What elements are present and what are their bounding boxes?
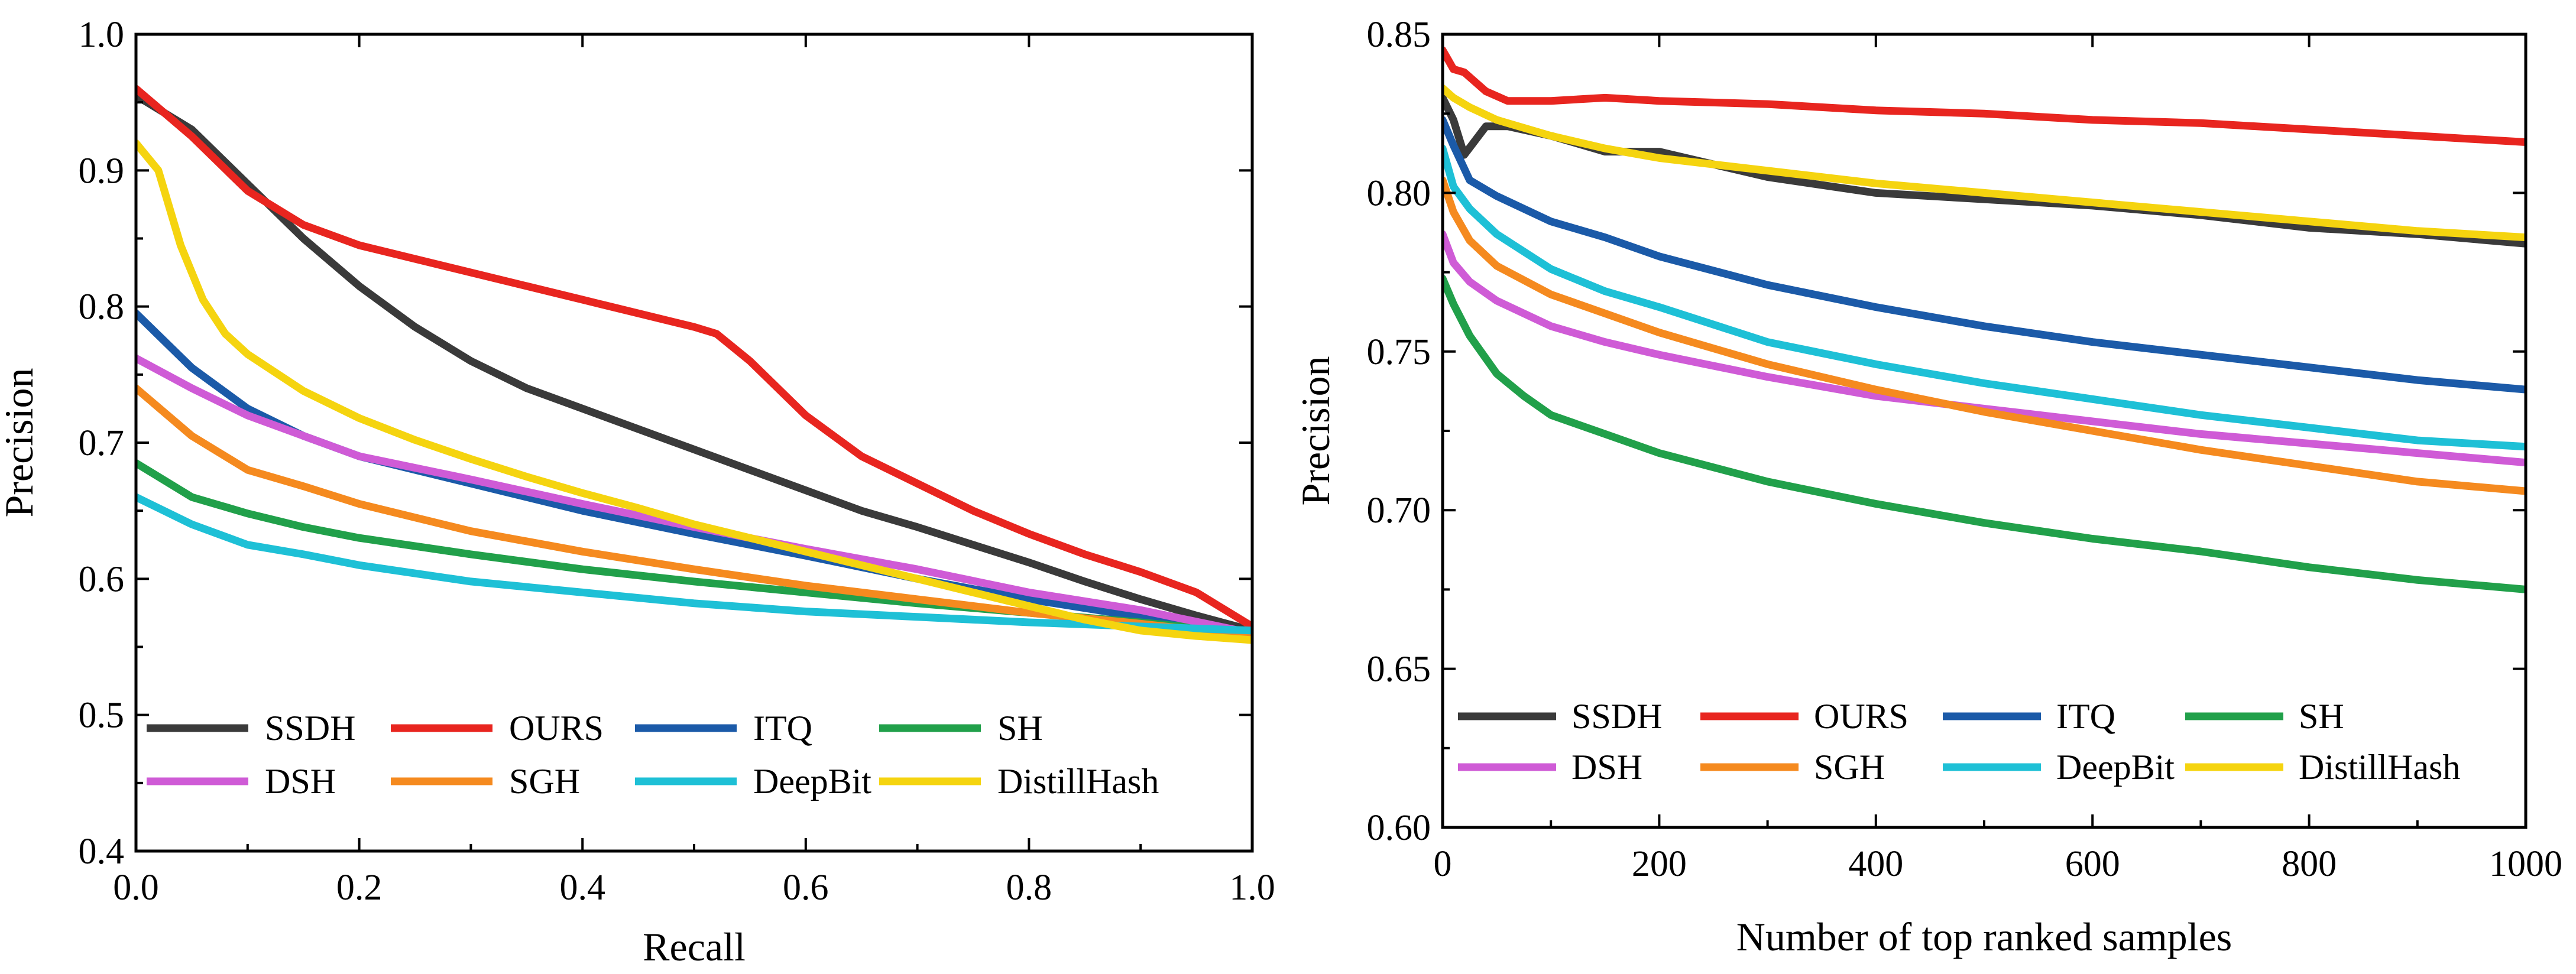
series-line-deepbit [1443,144,2526,451]
y-axis-title: Precision [0,368,41,517]
legend-label-distillhash: DistillHash [2299,748,2460,787]
series-line-ours [136,85,1252,631]
y-tick-label: 0.8 [79,287,125,327]
x-tick-label: 0.0 [113,868,159,908]
y-tick-label: 0.75 [1367,332,1431,372]
series-line-itq [136,309,1252,637]
legend-label-ssdh: SSDH [265,709,355,748]
legend-label-deepbit: DeepBit [2056,748,2175,787]
series-line-sgh [136,384,1252,640]
legend-label-sh: SH [2299,697,2344,736]
x-tick-label: 0 [1434,844,1452,884]
y-tick-label: 0.70 [1367,491,1431,531]
series-line-distillhash [1443,84,2526,242]
series-line-sh [1443,274,2526,593]
series-line-dsh [1443,230,2526,467]
x-tick-label: 1000 [2489,844,2562,884]
x-tick-label: 400 [1848,844,1903,884]
legend-label-distillhash: DistillHash [997,762,1159,801]
y-tick-label: 1.0 [79,15,125,55]
x-tick-label: 0.6 [783,868,829,908]
legend-label-itq: ITQ [753,709,812,748]
x-tick-label: 1.0 [1229,868,1275,908]
legend-label-dsh: DSH [265,762,336,801]
y-tick-label: 0.6 [79,559,125,599]
x-tick-label: 0.8 [1006,868,1052,908]
legend-label-deepbit: DeepBit [753,762,871,801]
chart-panel-1: 0.0 0.2 0.4 0.6 0.8 1.0 0.4 0.5 0.6 0.7 0.8 0.9 1.0 R… [0,15,1275,969]
legend-label-sgh: SGH [509,762,580,801]
y-tick-label: 0.80 [1367,173,1431,213]
y-tick-label: 0.7 [79,423,125,463]
x-tick-label: 0.2 [336,868,383,908]
series-line-ssdh [136,92,1252,635]
series-line-sgh [1443,176,2526,495]
legend: SSDH OURS ITQ SH DSH SGH DeepBit DistillHash [147,709,1159,801]
series-line-itq [1443,116,2526,394]
x-axis-title: Number of top ranked samples [1736,914,2232,959]
x-tick-label: 600 [2065,844,2120,884]
x-tick-label: 0.4 [559,868,605,908]
legend-label-dsh: DSH [1571,748,1642,787]
y-tick-label: 0.9 [79,151,125,191]
x-tick-label: 800 [2282,844,2337,884]
y-axis-title: Precision [1293,356,1338,505]
y-tick-label: 0.65 [1367,650,1431,690]
legend-label-sgh: SGH [1814,748,1885,787]
legend-label-ours: OURS [1814,697,1908,736]
legend: SSDH OURS ITQ SH DSH SGH DeepBit DistillHash [1458,697,2460,787]
series-line-ours [1443,46,2526,146]
x-axis-title: Recall [643,924,746,969]
series-line-deepbit [136,493,1252,635]
series-line-ssdh [1443,93,2526,248]
x-tick-label: 200 [1632,844,1687,884]
chart-panel-2: 0 200 400 600 800 1000 0.60 0.65 0.70 0.75 0.80 0.8… [1293,15,2562,959]
series-line-dsh [136,354,1252,637]
legend-label-sh: SH [997,709,1043,748]
y-tick-label: 0.60 [1367,808,1431,848]
legend-label-ssdh: SSDH [1571,697,1662,736]
legend-label-itq: ITQ [2056,697,2115,736]
y-tick-label: 0.85 [1367,15,1431,55]
series-group [1443,46,2526,593]
series-line-distillhash [136,139,1252,644]
y-tick-label: 0.4 [79,832,125,872]
y-tick-label: 0.5 [79,696,125,736]
legend-label-ours: OURS [509,709,604,748]
series-group [136,85,1252,644]
